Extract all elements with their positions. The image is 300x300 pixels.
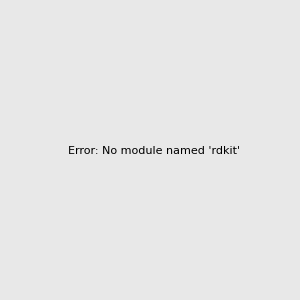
Text: Error: No module named 'rdkit': Error: No module named 'rdkit' <box>68 146 240 157</box>
